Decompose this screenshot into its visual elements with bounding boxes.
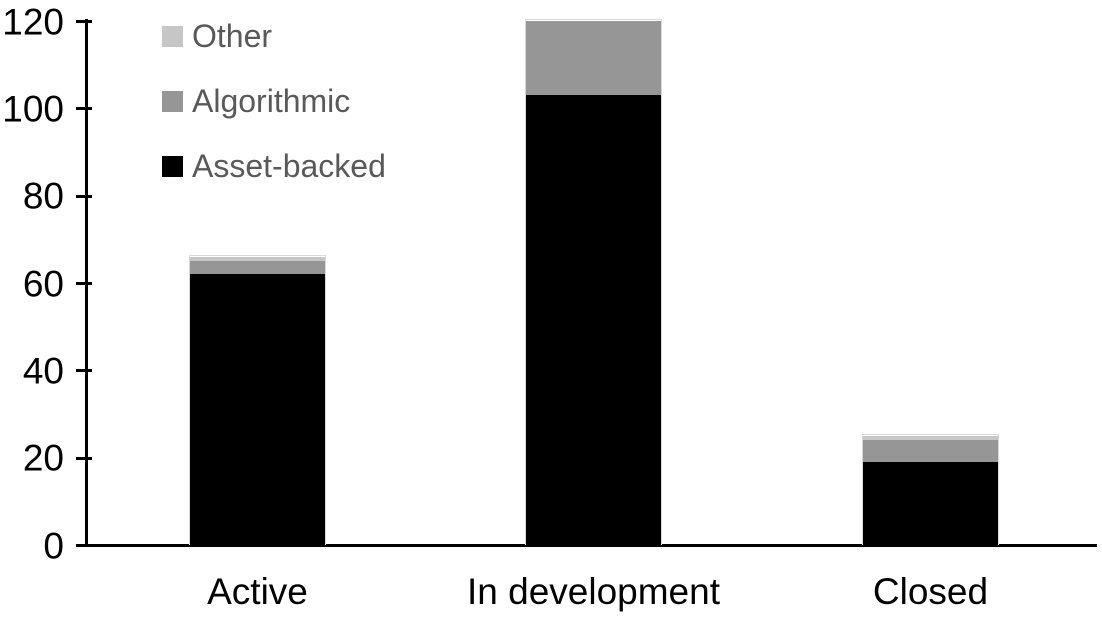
bar-segment-asset-backed: [863, 462, 998, 545]
y-tick-label: 40: [22, 350, 64, 392]
bar-closed: [862, 434, 999, 545]
y-tick-label: 100: [2, 88, 64, 130]
y-tick-label: 60: [22, 263, 64, 304]
bar-segment-asset-backed: [190, 274, 325, 545]
y-tick-label: 0: [43, 525, 64, 566]
x-category-label: Active: [207, 571, 308, 612]
x-category-label: Closed: [872, 571, 989, 612]
x-category-label: In development: [466, 571, 720, 612]
y-tick-mark: [76, 369, 92, 373]
bar-segment-algorithmic: [863, 440, 998, 462]
bar-segment-other: [863, 436, 998, 440]
legend-label: Other: [192, 18, 273, 54]
legend-swatch-icon: [162, 155, 183, 177]
y-tick-mark: [76, 282, 92, 285]
legend-item-asset-backed: Asset-backed: [162, 148, 386, 184]
legend-item-algorithmic: Algorithmic: [162, 83, 386, 119]
bar-in-development: [525, 19, 662, 545]
legend-label: Asset-backed: [192, 148, 386, 184]
legend: Other Algorithmic Asset-backed: [162, 18, 386, 213]
y-tick-mark: [76, 544, 92, 547]
y-tick-label: 20: [22, 437, 64, 479]
bar-segment-other: [190, 257, 325, 261]
legend-swatch-icon: [162, 90, 183, 112]
bar-segment-algorithmic: [526, 21, 661, 95]
y-tick-mark: [76, 20, 92, 23]
legend-swatch-icon: [162, 25, 183, 47]
y-tick-mark: [76, 107, 92, 111]
bar-segment-asset-backed: [526, 95, 661, 545]
y-tick-mark: [76, 194, 92, 198]
x-axis-line: [85, 544, 1097, 547]
legend-item-other: Other: [162, 18, 386, 54]
y-tick-label: 80: [22, 175, 64, 217]
legend-label: Algorithmic: [192, 83, 351, 119]
y-axis-line: [85, 19, 88, 546]
y-tick-mark: [76, 456, 92, 460]
bar-segment-algorithmic: [190, 261, 325, 274]
y-tick-label: 120: [2, 1, 64, 42]
bar-active: [189, 255, 326, 545]
